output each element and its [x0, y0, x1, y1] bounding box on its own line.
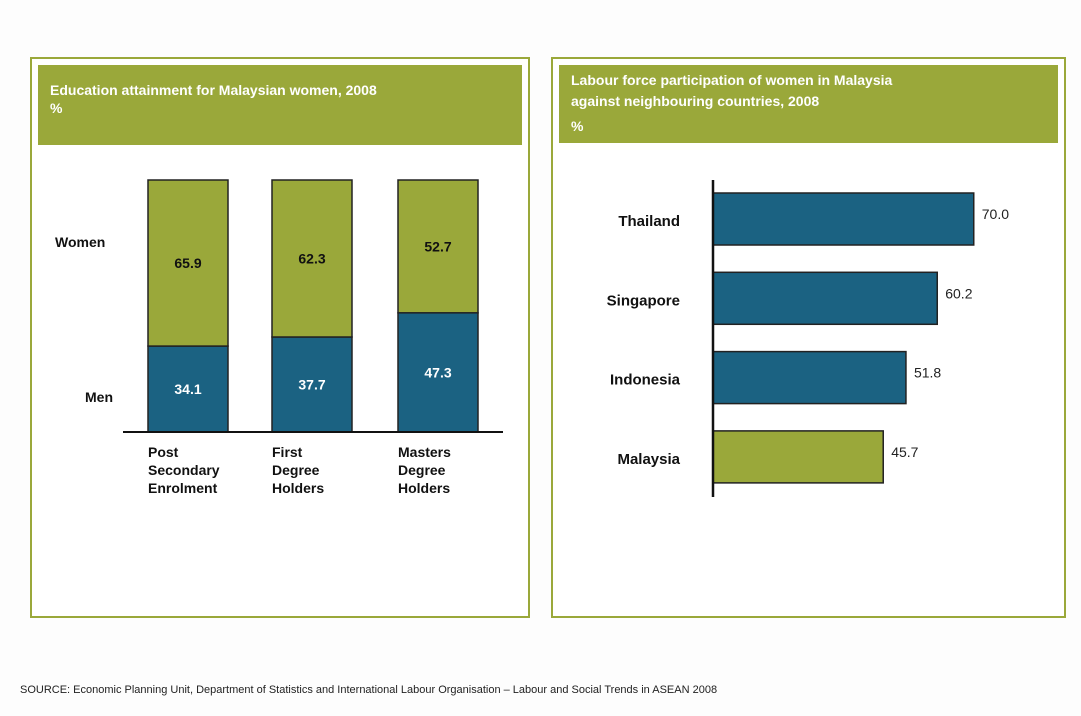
series-label: Men — [85, 389, 113, 405]
source-note: SOURCE: Economic Planning Unit, Departme… — [20, 684, 718, 696]
panel — [551, 57, 1066, 618]
data-label: 47.3 — [424, 364, 451, 380]
bar-segment — [271, 336, 353, 433]
data-label: 51.8 — [914, 365, 941, 381]
data-label: 34.1 — [174, 381, 201, 397]
y-tick-label: Malaysia — [617, 451, 680, 468]
bar — [712, 192, 975, 246]
data-label: 52.7 — [424, 238, 451, 254]
bar-segment — [397, 179, 479, 314]
data-label: 60.2 — [945, 285, 972, 301]
chart-title: Labour force participation of women in M… — [571, 72, 892, 109]
chart-subtitle: % — [571, 118, 584, 134]
data-label: 45.7 — [891, 444, 918, 460]
bar-segment — [147, 345, 229, 433]
chart-subtitle: % — [50, 100, 63, 116]
bar — [712, 430, 884, 484]
bar — [712, 271, 938, 326]
charts: Education attainment for Malaysian women… — [30, 57, 1066, 618]
series-label: Women — [55, 234, 105, 250]
data-label: 65.9 — [174, 255, 201, 271]
bar-segment — [147, 179, 229, 347]
panel-header — [38, 65, 522, 145]
chart-title: Education attainment for Malaysian women… — [50, 82, 377, 98]
data-label: 70.0 — [982, 206, 1009, 222]
panel-header — [559, 65, 1058, 143]
data-label: 62.3 — [298, 250, 325, 266]
x-tick-label: Post Secondary Enrolment — [148, 444, 220, 496]
x-tick-label: First Degree Holders — [272, 444, 324, 496]
bar-segment — [397, 312, 479, 433]
bar-segment — [271, 179, 353, 338]
y-tick-label: Singapore — [607, 292, 680, 309]
x-tick-label: Masters Degree Holders — [398, 444, 451, 496]
data-label: 37.7 — [298, 376, 325, 392]
y-tick-label: Thailand — [618, 213, 680, 230]
y-tick-label: Indonesia — [610, 372, 681, 389]
bar — [712, 350, 907, 405]
